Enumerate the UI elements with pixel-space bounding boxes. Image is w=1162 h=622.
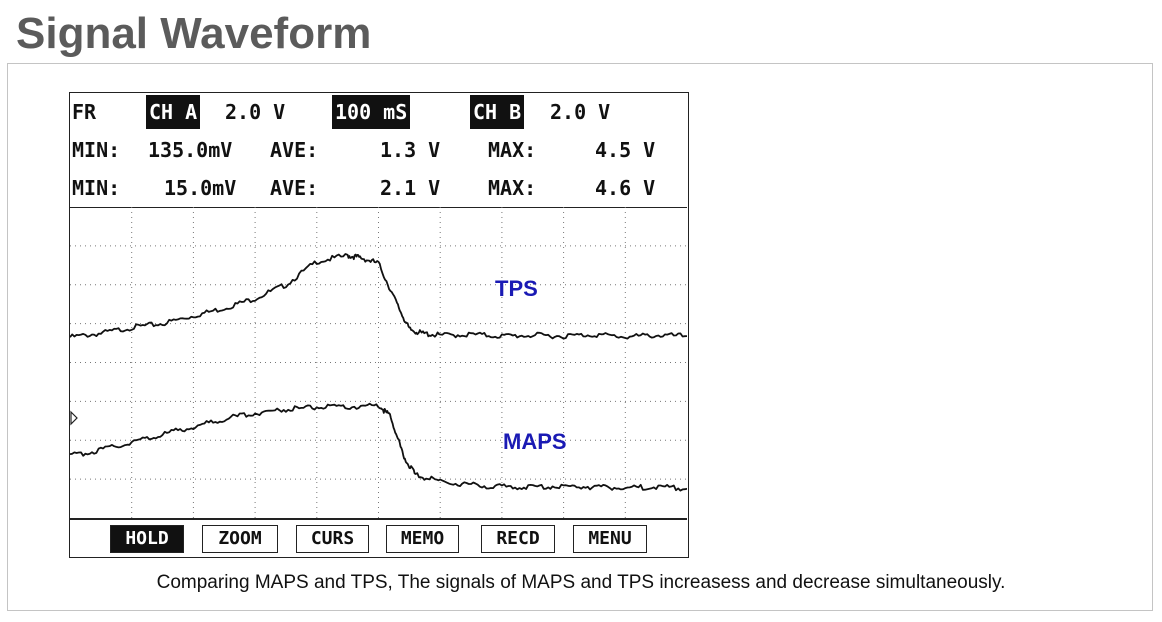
max-value: 4.5 V <box>595 138 656 162</box>
ave-label: AVE: <box>270 138 319 162</box>
max-label: MAX: <box>488 176 537 200</box>
ch-a-badge: CH A <box>146 95 201 129</box>
min-label: MIN: <box>72 176 121 200</box>
mode-label: FR <box>72 100 97 124</box>
softkey-hold[interactable]: HOLD <box>110 525 184 553</box>
series-label-tps: TPS <box>495 276 538 301</box>
figure-caption: Comparing MAPS and TPS, The signals of M… <box>156 572 1006 593</box>
timebase-badge: 100 mS <box>332 95 411 129</box>
softkey-curs[interactable]: CURS <box>296 525 369 553</box>
softkey-zoom[interactable]: ZOOM <box>202 525 278 553</box>
series-line-maps <box>70 402 687 492</box>
min-value: 15.0mV <box>164 176 237 200</box>
series-label-maps: MAPS <box>503 429 567 454</box>
waveform-plot: TPS MAPS <box>70 207 687 518</box>
page-title: Signal Waveform <box>16 9 372 58</box>
ch-a-scale: 2.0 V <box>225 100 286 124</box>
channel-b-stats-row: MIN: 15.0mV AVE: 2.1 V MAX: 4.6 V <box>70 171 655 205</box>
max-value: 4.6 V <box>595 176 656 200</box>
min-value: 135.0mV <box>148 138 233 162</box>
oscilloscope-screen: FR CH A 2.0 V 100 mS CH B 2.0 V MIN: 135… <box>69 92 689 558</box>
ch-b-badge: CH B <box>470 95 525 129</box>
softkey-menu[interactable]: MENU <box>573 525 647 553</box>
figure-frame <box>7 63 1153 611</box>
plot-series: TPS MAPS <box>70 253 687 492</box>
plot-grid <box>70 207 687 518</box>
softkey-bar: HOLD ZOOM CURS MEMO RECD MENU <box>70 518 687 558</box>
channel-a-stats-row: MIN: 135.0mV AVE: 1.3 V MAX: 4.5 V <box>70 133 655 167</box>
ave-value: 1.3 V <box>380 138 441 162</box>
ch-b-scale: 2.0 V <box>550 100 611 124</box>
softkey-memo[interactable]: MEMO <box>386 525 459 553</box>
softkey-recd[interactable]: RECD <box>481 525 555 553</box>
min-label: MIN: <box>72 138 121 162</box>
ave-value: 2.1 V <box>380 176 441 200</box>
max-label: MAX: <box>488 138 537 162</box>
scope-header-row: FR CH A 2.0 V 100 mS CH B 2.0 V <box>70 95 610 129</box>
series-line-tps <box>70 253 687 340</box>
ave-label: AVE: <box>270 176 319 200</box>
ch-a-ground-marker-icon <box>70 410 78 426</box>
